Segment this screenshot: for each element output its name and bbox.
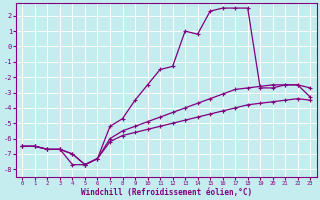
X-axis label: Windchill (Refroidissement éolien,°C): Windchill (Refroidissement éolien,°C) (81, 188, 252, 197)
